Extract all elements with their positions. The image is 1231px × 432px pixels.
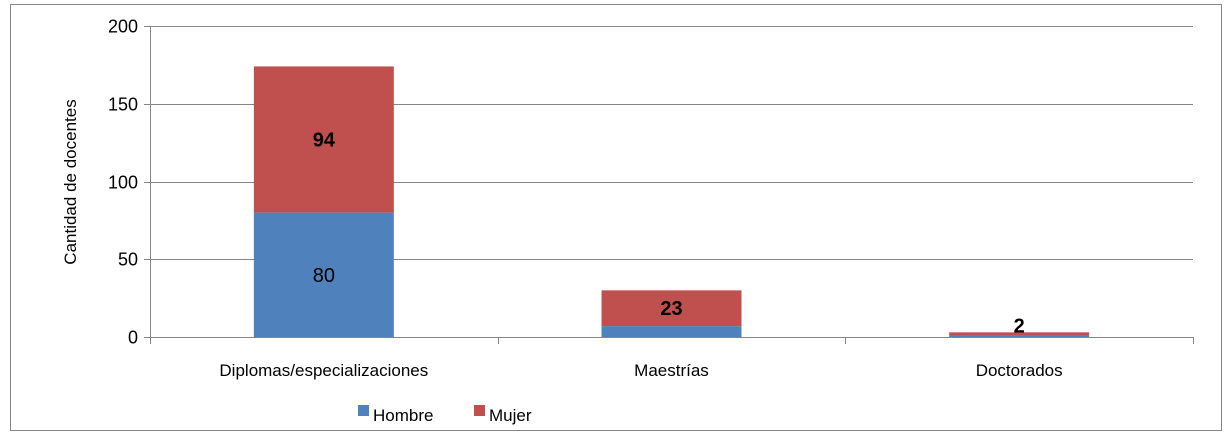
chart-frame (10, 4, 1222, 431)
data-label: 23 (660, 298, 682, 320)
y-tick-label: 150 (108, 95, 138, 115)
bar-hombre (949, 335, 1090, 337)
bar-mujer (253, 66, 394, 213)
legend: Hombre Mujer (358, 405, 532, 425)
data-label: 2 (1014, 315, 1025, 337)
x-tick-label: Diplomas/especializaciones (219, 361, 428, 380)
data-label: 94 (313, 130, 336, 152)
y-tick-label: 200 (108, 17, 138, 37)
y-tick-label: 50 (118, 250, 138, 270)
legend-swatch-hombre (358, 405, 369, 416)
legend-label-mujer: Mujer (489, 406, 532, 425)
x-tick-label: Maestrías (634, 361, 709, 380)
x-tick-label: Doctorados (976, 361, 1063, 380)
data-labels: 80 94 23 2 (313, 130, 1025, 338)
bar-mujer (949, 332, 1090, 336)
axes: 0 50 100 150 200 Diplomas/especializaciones Ma… (108, 17, 1194, 380)
bar-mujer (601, 290, 742, 327)
bar-hombre (253, 212, 394, 337)
y-axis-title: Cantidad de docentes (61, 99, 80, 264)
bar-hombre (601, 326, 742, 337)
legend-label-hombre: Hombre (373, 406, 433, 425)
bars (253, 66, 1090, 337)
y-tick-label: 100 (108, 173, 138, 193)
data-label: 80 (313, 265, 335, 287)
legend-swatch-mujer (474, 405, 485, 416)
y-tick-label: 0 (128, 328, 138, 348)
